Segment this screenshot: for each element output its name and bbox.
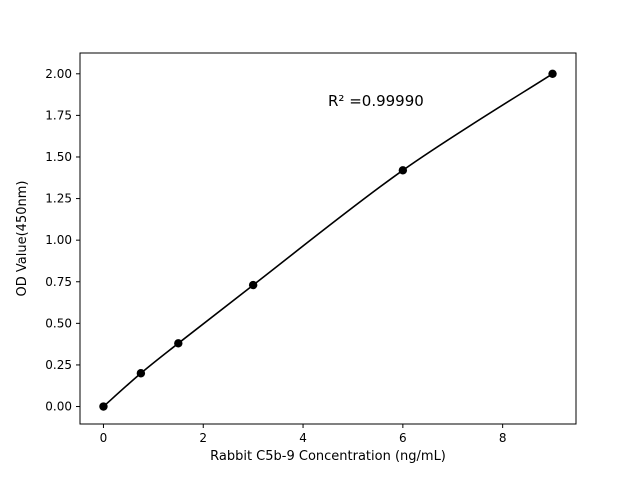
x-tick-label: 2 [199, 431, 207, 445]
y-tick-label: 0.00 [45, 400, 72, 414]
y-tick-label: 1.25 [45, 192, 72, 206]
y-tick-label: 0.50 [45, 316, 72, 330]
y-tick-label: 0.75 [45, 275, 72, 289]
y-tick-label: 0.25 [45, 358, 72, 372]
plot-border [79, 52, 577, 425]
y-tick-label: 1.50 [45, 150, 72, 164]
data-point-marker [398, 166, 408, 175]
y-tick-label: 1.75 [45, 108, 72, 122]
r-squared-annotation: R² =0.99990 [328, 92, 424, 110]
data-point-marker [548, 69, 557, 78]
x-axis-label: Rabbit C5b-9 Concentration (ng/mL) [210, 449, 446, 464]
data-point-marker [248, 280, 258, 290]
data-point-marker [174, 339, 183, 348]
x-tick-label: 6 [399, 431, 407, 445]
y-axis-label: OD Value(450nm) [15, 181, 30, 297]
x-tick-label: 8 [499, 431, 507, 445]
y-tick-label: 2.00 [45, 67, 72, 81]
x-tick-label: 4 [299, 431, 307, 445]
x-tick-label: 0 [100, 431, 108, 445]
data-point-marker [136, 369, 146, 378]
y-tick-label: 1.00 [45, 233, 72, 247]
data-point-marker [99, 402, 108, 411]
